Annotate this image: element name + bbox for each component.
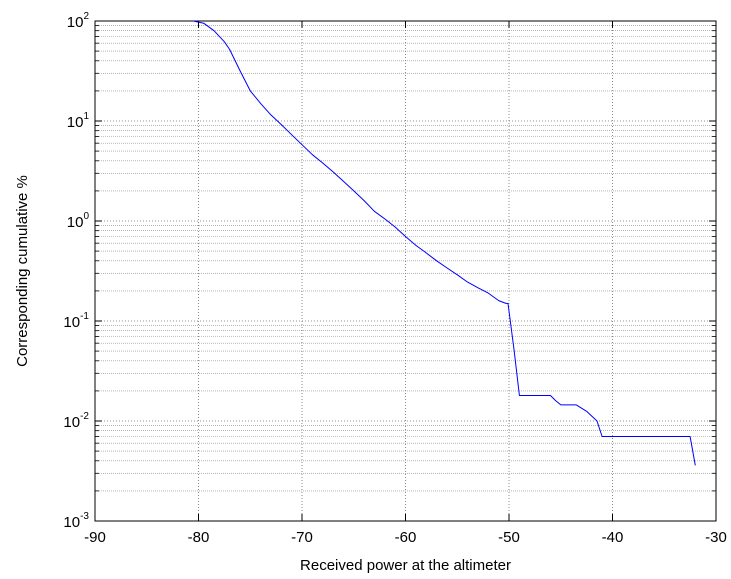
x-tick-label: -40 [602,529,624,546]
y-tick-exponent: 1 [83,111,89,122]
y-tick-exponent: 2 [83,11,89,22]
x-tick-labels: -90 -80 -70 -60 -50 -40 -30 [84,529,727,546]
y-tick-base: 10 [67,214,84,231]
series-line-0 [193,20,696,466]
y-tick-base: 10 [63,314,80,331]
y-tick-label: 102 [67,11,90,31]
y-tick-label: 10-3 [63,511,89,531]
y-tick-base: 10 [63,514,80,531]
y-tick-exponent: -1 [80,311,89,322]
series-layer [193,20,696,466]
y-tick-exponent: 0 [83,211,89,222]
x-axis-label: Received power at the altimeter [300,557,511,574]
x-tick-label: -70 [291,529,313,546]
x-tick-label: -60 [395,529,417,546]
x-tick-label: -30 [705,529,727,546]
y-tick-label: 100 [67,211,90,231]
y-tick-exponent: -3 [80,511,89,522]
x-tick-label: -80 [188,529,210,546]
y-tick-base: 10 [67,14,84,31]
axis-ticks [94,20,717,522]
y-tick-label: 10-2 [63,411,89,431]
major-grid [95,21,716,521]
y-tick-label: 10-1 [63,311,89,331]
y-axis-label: Corresponding cumulative % [14,175,31,367]
y-tick-base: 10 [63,414,80,431]
y-tick-base: 10 [67,114,84,131]
y-tick-exponent: -2 [80,411,89,422]
x-tick-label: -90 [84,529,106,546]
y-tick-label: 101 [67,111,90,131]
x-tick-label: -50 [498,529,520,546]
